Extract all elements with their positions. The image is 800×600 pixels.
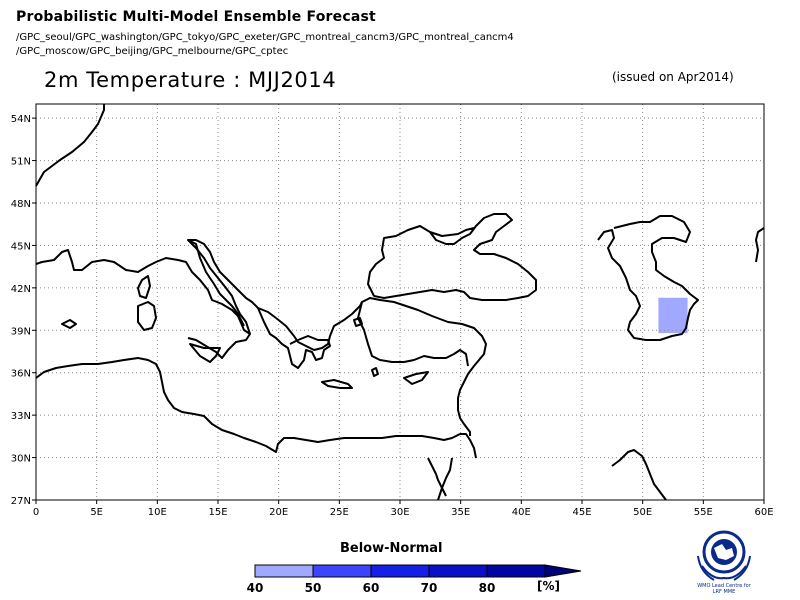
coastline-east-edge (755, 227, 765, 263)
legend-label-3: 70 (421, 581, 438, 595)
lat-tick-label: 30N (11, 454, 31, 465)
coastline-italy (187, 239, 245, 327)
coastline-layer (35, 104, 765, 501)
lon-tick-label: 60E (754, 507, 773, 518)
island-corsica (137, 275, 151, 299)
lat-tick-label: 36N (11, 369, 31, 380)
island-sicily (189, 343, 221, 363)
coastline-arabia (611, 449, 667, 501)
model-list-line-2: /GPC_moscow/GPC_beijing/GPC_melbourne/GP… (16, 46, 289, 57)
lat-tick-label: 42N (11, 284, 31, 295)
logo-caption-line-2: LRF MME (712, 589, 736, 595)
lon-tick-label: 0 (33, 507, 39, 518)
legend-label-4: 80 (479, 581, 496, 595)
coastline-caspian-sea (597, 215, 699, 341)
lon-tick-label: 50E (633, 507, 652, 518)
lon-tick-label: 5E (90, 507, 103, 518)
lat-tick-label: 33N (11, 411, 31, 422)
lon-tick-label: 45E (572, 507, 591, 518)
coastline-greece (257, 307, 331, 369)
legend-label-2: 60 (363, 581, 380, 595)
lon-tick-label: 30E (390, 507, 409, 518)
model-list-line-1: /GPC_seoul/GPC_washington/GPC_tokyo/GPC_… (16, 32, 514, 43)
lon-tick-label: 15E (208, 507, 227, 518)
logo-caption-line-1: WMO Lead Centre for (697, 583, 751, 589)
lon-tick-label: 20E (269, 507, 288, 518)
variable-title: 2m Temperature : MJJ2014 (44, 68, 337, 92)
probability-shading-layer (658, 297, 688, 334)
legend-bin-0 (254, 564, 314, 578)
legend-overflow-arrow (544, 564, 582, 578)
legend-label-1: 50 (305, 581, 322, 595)
island-balearic (61, 319, 77, 329)
shaded-cell-0 (658, 297, 688, 334)
lat-tick-label: 27N (11, 496, 31, 507)
legend-title: Below-Normal (340, 541, 443, 556)
legend-colorbar: 40 50 60 70 80 (247, 564, 582, 595)
lon-tick-label: 25E (330, 507, 349, 518)
lat-tick-label: 39N (11, 326, 31, 337)
legend-bin-4 (486, 564, 546, 578)
island-lesbos (353, 317, 363, 327)
lat-tick-label: 54N (11, 114, 31, 125)
lon-tick-label: 35E (451, 507, 470, 518)
wmo-emblem-icon (697, 530, 751, 581)
axis-tick-layer: 0 5E 10E 15E 20E 25E 30E 35E 40E 45E 50E 55E 60E 27N 3… (11, 114, 774, 518)
legend-unit: [%] (537, 579, 560, 593)
graticule-layer (35, 104, 765, 501)
lat-tick-label: 45N (11, 241, 31, 252)
lon-tick-label: 40E (512, 507, 531, 518)
legend-bin-1 (312, 564, 372, 578)
logo-caption: WMO Lead Centre for LRF MME (682, 583, 766, 595)
island-sardinia (137, 301, 157, 331)
lat-tick-label: 51N (11, 157, 31, 168)
island-crete (321, 379, 353, 389)
map-title: Probabilistic Multi-Model Ensemble Forec… (16, 9, 376, 25)
lat-tick-label: 48N (11, 199, 31, 210)
legend-bin-3 (428, 564, 488, 578)
lon-tick-label: 55E (694, 507, 713, 518)
island-cyprus (403, 371, 429, 385)
legend-label-0: 40 (247, 581, 264, 595)
issued-date: (issued on Apr2014) (612, 70, 734, 84)
lon-tick-label: 10E (148, 507, 167, 518)
coastline-anatolia (357, 301, 469, 367)
coastline-europe (35, 104, 487, 436)
island-rhodes (371, 367, 379, 377)
coastline-black-sea (367, 213, 537, 301)
coastline-north-africa (35, 357, 477, 501)
legend-bin-2 (370, 564, 430, 578)
